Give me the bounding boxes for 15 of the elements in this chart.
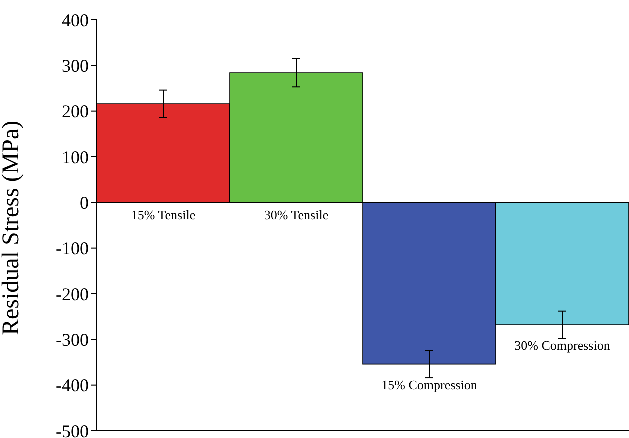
y-tick-label: -500 xyxy=(56,421,89,438)
y-tick-label: -400 xyxy=(56,376,89,396)
y-tick-label: -300 xyxy=(56,330,89,350)
y-tick-label: 400 xyxy=(62,10,89,30)
y-tick-label: 300 xyxy=(62,56,89,76)
y-axis-title: Residual Stress (MPa) xyxy=(0,120,25,336)
y-tick-label: 200 xyxy=(62,102,89,122)
x-tick-label: 30% Tensile xyxy=(264,208,329,223)
y-tick-label: -100 xyxy=(56,238,89,259)
x-tick-label: 15% Compression xyxy=(382,377,478,392)
y-tick-label: -200 xyxy=(56,284,89,304)
x-tick-label: 15% Tensile xyxy=(131,208,196,223)
y-tick-label: 0 xyxy=(80,193,89,214)
x-tick-label: 30% Compression xyxy=(514,338,611,354)
y-tick-label: 100 xyxy=(62,147,89,168)
